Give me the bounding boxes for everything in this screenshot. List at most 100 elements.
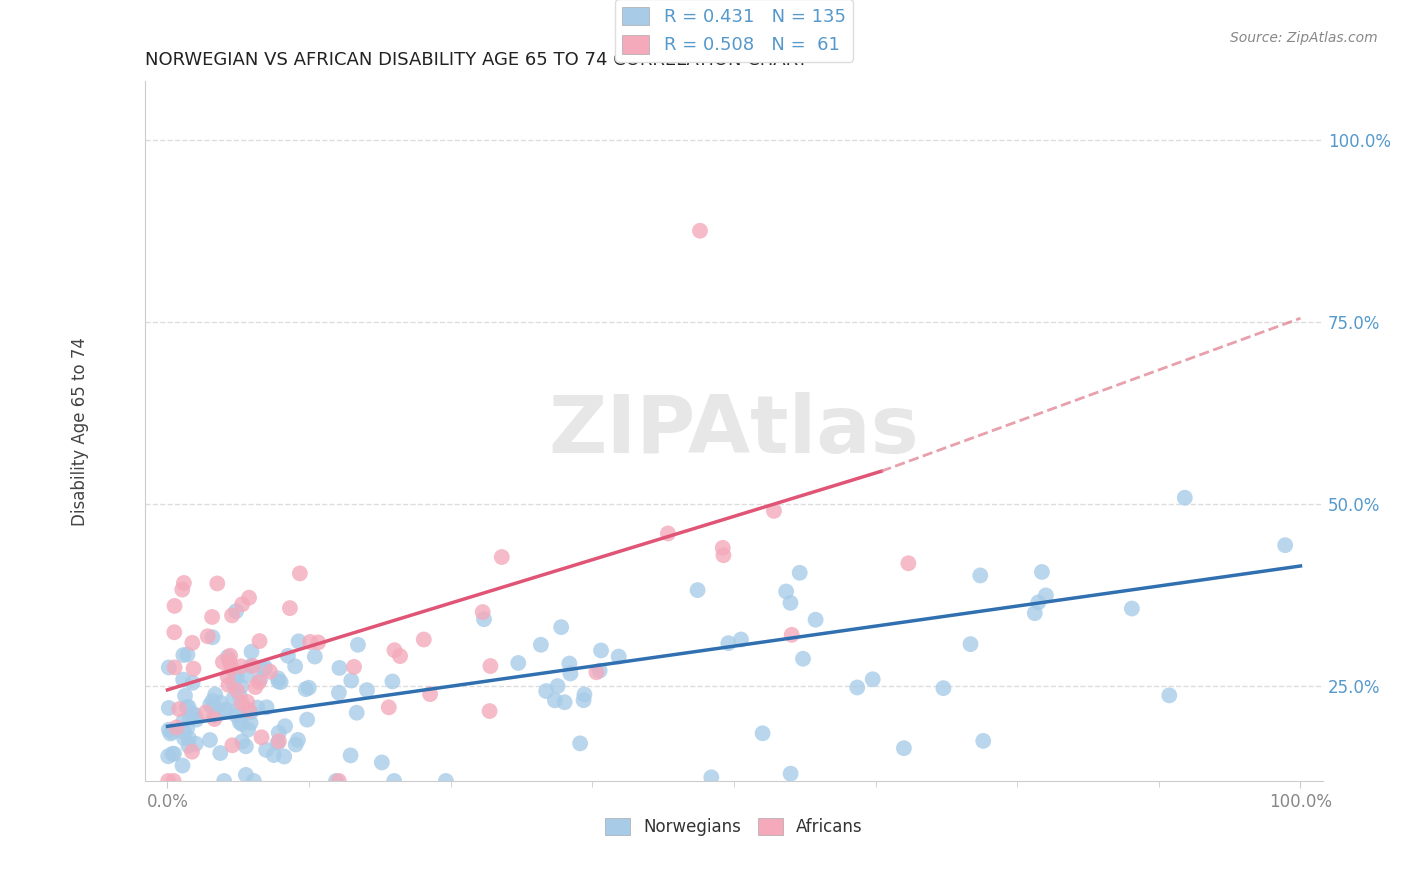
Point: [253, 660, 276, 674]
Point: [212, 774, 235, 789]
Point: [295, 713, 318, 727]
Point: [177, 699, 200, 714]
Point: [222, 678, 245, 692]
Point: [689, 224, 711, 238]
Point: [325, 774, 347, 789]
Point: [256, 700, 278, 714]
Point: [176, 700, 198, 714]
Point: [287, 732, 309, 747]
Point: [177, 731, 200, 746]
Point: [288, 566, 311, 581]
Point: [183, 662, 205, 676]
Point: [229, 680, 252, 694]
Point: [194, 706, 217, 720]
Point: [198, 698, 221, 712]
Point: [479, 659, 502, 673]
Point: [267, 725, 290, 739]
Point: [238, 591, 260, 605]
Point: [201, 694, 224, 708]
Point: [221, 660, 243, 674]
Point: [378, 700, 401, 714]
Point: [263, 747, 285, 762]
Point: [172, 582, 194, 597]
Point: [249, 634, 271, 648]
Point: [235, 668, 257, 682]
Point: [201, 630, 224, 644]
Point: [229, 715, 252, 730]
Point: [218, 654, 240, 668]
Point: [163, 747, 186, 761]
Point: [183, 707, 205, 722]
Point: [700, 770, 723, 784]
Point: [225, 708, 247, 723]
Point: [969, 568, 991, 582]
Point: [346, 706, 368, 720]
Point: [201, 610, 224, 624]
Point: [172, 648, 194, 662]
Point: [298, 681, 321, 695]
Point: [162, 725, 184, 739]
Point: [278, 601, 301, 615]
Point: [172, 673, 194, 687]
Point: [1274, 538, 1296, 552]
Point: [932, 681, 955, 695]
Point: [157, 723, 180, 737]
Point: [163, 625, 186, 640]
Point: [972, 734, 994, 748]
Point: [224, 670, 246, 684]
Point: [235, 739, 257, 754]
Point: [218, 678, 240, 692]
Point: [163, 599, 186, 613]
Point: [219, 648, 242, 663]
Point: [959, 637, 981, 651]
Point: [215, 702, 238, 716]
Point: [157, 660, 180, 674]
Point: [779, 766, 801, 780]
Point: [176, 648, 198, 662]
Point: [231, 597, 253, 611]
Point: [657, 526, 679, 541]
Point: [274, 719, 297, 733]
Point: [217, 650, 239, 665]
Point: [243, 774, 266, 789]
Text: Source: ZipAtlas.com: Source: ZipAtlas.com: [1230, 31, 1378, 45]
Point: [214, 705, 236, 719]
Point: [751, 726, 773, 740]
Point: [236, 695, 259, 709]
Point: [247, 675, 270, 690]
Point: [250, 731, 273, 745]
Point: [434, 774, 457, 789]
Text: NORWEGIAN VS AFRICAN DISABILITY AGE 65 TO 74 CORRELATION CHART: NORWEGIAN VS AFRICAN DISABILITY AGE 65 T…: [145, 51, 808, 69]
Point: [412, 632, 434, 647]
Point: [897, 556, 920, 570]
Point: [589, 643, 612, 657]
Point: [711, 541, 734, 555]
Point: [547, 679, 569, 693]
Point: [730, 632, 752, 647]
Point: [157, 701, 180, 715]
Point: [173, 724, 195, 739]
Point: [862, 673, 884, 687]
Point: [186, 713, 208, 727]
Point: [304, 649, 326, 664]
Point: [558, 657, 581, 671]
Legend: Norwegians, Africans: Norwegians, Africans: [599, 811, 869, 843]
Point: [384, 643, 406, 657]
Point: [162, 774, 184, 789]
Point: [1024, 606, 1046, 620]
Point: [1026, 595, 1049, 609]
Point: [207, 576, 229, 591]
Point: [225, 704, 247, 718]
Point: [775, 584, 797, 599]
Point: [607, 649, 630, 664]
Y-axis label: Disability Age 65 to 74: Disability Age 65 to 74: [72, 336, 89, 525]
Point: [239, 706, 262, 720]
Point: [197, 629, 219, 643]
Point: [1031, 565, 1053, 579]
Point: [471, 605, 494, 619]
Point: [159, 726, 181, 740]
Point: [239, 715, 262, 730]
Point: [287, 634, 309, 648]
Point: [181, 706, 204, 721]
Point: [534, 684, 557, 698]
